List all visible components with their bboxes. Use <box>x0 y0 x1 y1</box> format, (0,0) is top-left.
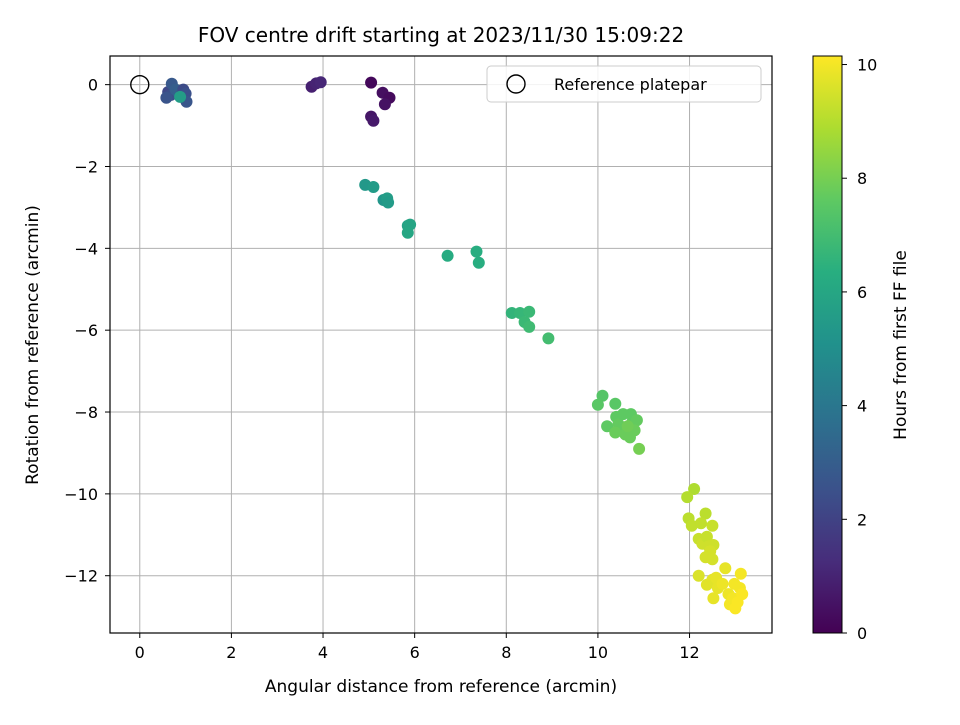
x-tick-label: 0 <box>135 643 145 662</box>
legend-entry-reference: Reference platepar <box>554 75 707 94</box>
scatter-point <box>716 577 729 590</box>
scatter-point <box>591 398 604 411</box>
scatter-point <box>633 442 646 455</box>
scatter-point <box>174 90 187 103</box>
y-tick-label: −2 <box>74 157 98 176</box>
scatter-point <box>681 491 694 504</box>
x-tick-label: 8 <box>501 643 511 662</box>
scatter-point <box>601 420 614 433</box>
colorbar-gradient <box>812 55 843 634</box>
x-axis-ticks: 0 2 4 6 8 10 12 <box>135 633 700 662</box>
scatter-point <box>706 553 719 566</box>
x-axis-label: Angular distance from reference (arcmin) <box>265 677 617 697</box>
scatter-point <box>707 592 720 605</box>
scatter-point <box>542 332 555 345</box>
scatter-point <box>736 588 749 601</box>
scatter-point <box>365 76 378 89</box>
y-axis-label: Rotation from reference (arcmin) <box>23 205 43 485</box>
colorbar: 0 2 4 6 8 10 Hours from first FF file <box>812 55 911 643</box>
scatter-point <box>688 483 701 495</box>
y-tick-label: 0 <box>88 76 98 95</box>
legend-marker-reference <box>506 74 526 94</box>
scatter-point <box>514 307 526 319</box>
scatter-point <box>617 408 630 421</box>
scatter-point <box>472 256 485 269</box>
scatter-point <box>719 562 732 575</box>
scatter-point <box>685 519 698 532</box>
colorbar-tick-label: 0 <box>857 624 867 643</box>
x-tick-label: 12 <box>679 643 699 662</box>
plot-frame <box>109 55 773 634</box>
colorbar-tick-label: 4 <box>857 397 867 416</box>
colorbar-tick-label: 2 <box>857 510 867 529</box>
data-points <box>130 74 749 615</box>
y-axis-ticks: 0 −2 −4 −6 −8 −10 −12 <box>64 76 110 586</box>
legend: Reference platepar <box>486 65 762 103</box>
y-tick-label: −10 <box>64 485 98 504</box>
x-tick-label: 2 <box>226 643 236 662</box>
colorbar-tick-label: 6 <box>857 283 867 302</box>
scatter-point <box>699 507 712 520</box>
scatter-point <box>692 569 705 582</box>
scatter-point <box>523 305 536 318</box>
reference-platepar-point <box>130 74 150 95</box>
scatter-point <box>596 389 609 402</box>
colorbar-tick-label: 10 <box>857 56 877 75</box>
scatter-point <box>630 414 643 427</box>
scatter-point <box>523 320 536 333</box>
colorbar-ticks: 0 2 4 6 8 10 <box>842 56 877 643</box>
scatter-point <box>401 226 414 239</box>
scatter-point <box>700 530 713 543</box>
x-tick-label: 4 <box>318 643 328 662</box>
y-tick-label: −12 <box>64 567 98 586</box>
scatter-point <box>734 567 747 580</box>
scatter-point <box>160 91 173 104</box>
x-tick-label: 6 <box>410 643 420 662</box>
y-tick-label: −6 <box>74 321 98 340</box>
scatter-point <box>505 307 518 319</box>
scatter-point <box>695 517 707 530</box>
scatter-point <box>314 76 327 89</box>
scatter-point <box>728 577 741 590</box>
scatter-point <box>609 397 622 410</box>
scatter-point <box>367 114 380 127</box>
y-tick-label: −4 <box>74 239 98 258</box>
scatter-point <box>382 196 395 209</box>
chart-title: FOV centre drift starting at 2023/11/30 … <box>198 23 684 47</box>
scatter-point <box>367 181 380 193</box>
scatter-point <box>441 249 454 262</box>
scatter-point <box>378 98 391 111</box>
y-tick-label: −8 <box>74 403 98 422</box>
scatter-point <box>621 420 634 433</box>
colorbar-label: Hours from first FF file <box>891 250 911 440</box>
grid-lines <box>110 56 772 633</box>
legend-box <box>486 65 762 103</box>
x-tick-label: 10 <box>588 643 608 662</box>
scatter-point <box>706 519 719 532</box>
colorbar-tick-label: 8 <box>857 169 867 188</box>
scatter-point <box>609 426 622 439</box>
scatter-point <box>470 245 483 258</box>
